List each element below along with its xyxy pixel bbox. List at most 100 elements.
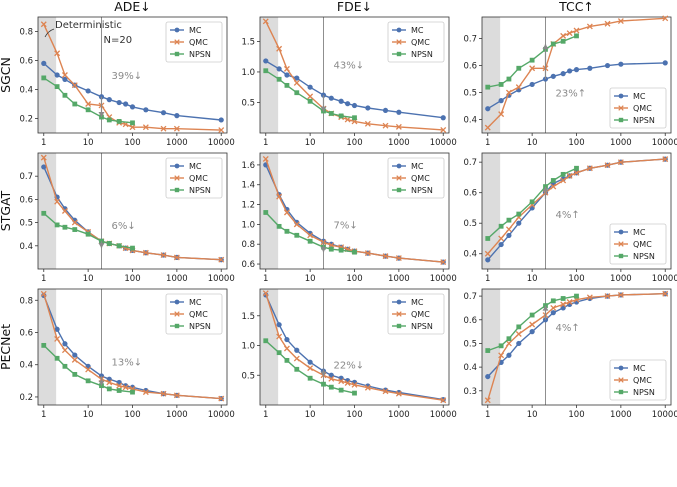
data-point-qmc (586, 294, 593, 301)
data-point-npsn (516, 65, 522, 71)
legend-label-mc: MC (411, 162, 424, 171)
data-point-qmc (71, 82, 78, 89)
data-point-mc (174, 113, 180, 119)
data-point-npsn (328, 384, 334, 390)
data-point-npsn (72, 227, 78, 232)
data-point-qmc (142, 249, 149, 256)
improvement-arrowhead (320, 106, 327, 112)
data-point-qmc (293, 355, 300, 362)
data-point-mc (160, 110, 167, 116)
y-tick-label: 1.0 (241, 68, 255, 78)
data-point-mc (294, 75, 300, 81)
data-point-qmc (364, 250, 371, 257)
legend: MC QMC NPSN (165, 21, 223, 63)
data-point-npsn (106, 386, 112, 392)
data-point-qmc (573, 169, 580, 176)
data-point-npsn (352, 249, 357, 255)
data-point-mc (550, 73, 556, 79)
data-point-npsn (506, 217, 512, 223)
data-point-qmc (529, 321, 536, 328)
deterministic-region (260, 289, 279, 405)
data-point-qmc (617, 18, 624, 25)
data-point-mc (506, 232, 512, 239)
legend-marker-qmc (618, 377, 624, 383)
data-point-qmc (85, 366, 92, 373)
data-point-npsn (307, 98, 313, 104)
improvement-label: 13%↓ (111, 358, 142, 369)
row-title-pecnet: PECNet (0, 324, 13, 370)
data-point-mc (284, 72, 290, 78)
legend-label-mc: MC (411, 26, 424, 35)
x-tick-label: 100 (124, 274, 140, 284)
x-tick-label: 10000 (652, 410, 677, 420)
improvement-arrowhead (98, 112, 105, 118)
x-tick-label: 1000 (388, 138, 410, 148)
y-tick-label: 1.5 (241, 37, 255, 47)
data-point-npsn (328, 246, 334, 252)
data-point-qmc (276, 193, 283, 200)
y-tick-label: 0.7 (463, 35, 477, 45)
x-tick-label: 10000 (652, 274, 677, 284)
data-point-qmc (307, 93, 314, 100)
x-tick-label: 1000 (388, 274, 410, 284)
legend-label-npsn: NPSN (189, 186, 211, 195)
legend-marker-qmc (396, 175, 402, 181)
x-tick-label: 10 (305, 274, 316, 284)
data-point-qmc (173, 125, 180, 132)
data-point-qmc (293, 79, 300, 86)
data-point-qmc (586, 165, 593, 172)
x-tick-label: 100 (568, 138, 584, 148)
data-point-qmc (116, 382, 123, 389)
legend-box (387, 293, 445, 335)
data-point-qmc (344, 380, 351, 386)
data-point-npsn (62, 92, 68, 98)
data-point-mc (516, 340, 522, 347)
data-point-mc (618, 61, 624, 67)
data-point-mc (506, 352, 512, 358)
data-point-qmc (484, 250, 491, 257)
legend-marker-npsn (396, 323, 402, 329)
y-tick-label: 0.5 (463, 219, 477, 229)
data-point-mc (662, 60, 668, 66)
y-tick-label: 1.0 (241, 342, 255, 352)
legend-marker-npsn (618, 117, 624, 123)
legend-label-npsn: NPSN (633, 252, 655, 261)
improvement-arrowhead (98, 243, 105, 249)
y-tick-label: 1.2 (241, 201, 255, 211)
x-tick-label: 1 (263, 274, 268, 284)
legend-marker-mc (618, 93, 624, 99)
data-point-npsn (116, 388, 122, 393)
data-point-qmc (338, 378, 345, 385)
legend-marker-mc (174, 299, 180, 305)
x-tick-label: 1000 (610, 410, 632, 420)
data-point-qmc (505, 226, 512, 233)
data-point-npsn (54, 222, 60, 228)
data-point-npsn (72, 371, 78, 377)
data-point-qmc (54, 335, 61, 342)
data-point-mc (550, 310, 556, 316)
data-point-npsn (560, 296, 566, 301)
data-point-npsn (62, 224, 68, 230)
legend-marker-qmc (174, 311, 180, 317)
data-point-qmc (515, 84, 522, 91)
data-point-qmc (566, 30, 573, 37)
improvement-label: 4%↑ (555, 210, 579, 221)
legend-marker-qmc (618, 105, 624, 111)
x-tick-label: 100 (346, 274, 362, 284)
data-point-qmc (604, 20, 611, 27)
y-tick-label: 1.6 (241, 161, 255, 171)
data-point-mc (62, 76, 68, 82)
data-point-npsn (328, 111, 334, 116)
data-point-qmc (662, 156, 669, 163)
legend-label-qmc: QMC (411, 174, 430, 183)
data-point-npsn (294, 366, 300, 372)
data-point-mc (276, 322, 282, 328)
legend-label-npsn: NPSN (411, 322, 433, 331)
data-point-npsn (116, 243, 122, 249)
legend: MC QMC NPSN (387, 21, 445, 63)
data-point-mc (498, 241, 504, 248)
x-tick-label: 1000 (166, 274, 188, 284)
x-tick-label: 1 (263, 410, 268, 420)
panel-stgat-tcc: 1 10 100 1000 10000 0.4 0.5 0.6 0.7 4%↑ MC QMC NPSN (463, 152, 677, 284)
